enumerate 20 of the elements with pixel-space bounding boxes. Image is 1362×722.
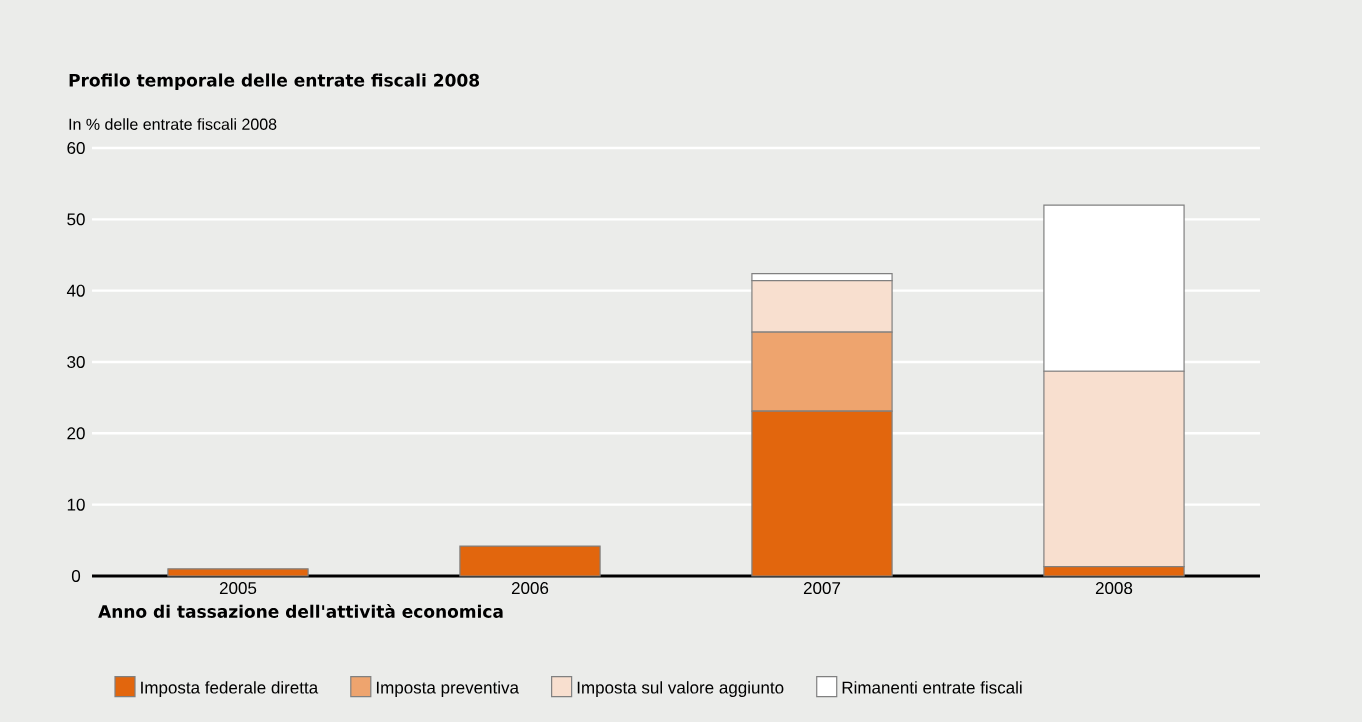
bar: [459, 545, 601, 577]
x-tick-label: 2005: [219, 582, 257, 595]
x-tick-label: 2006: [511, 582, 549, 595]
bar: [167, 568, 309, 577]
y-axis-title: In % delle entrate fiscali 2008: [69, 118, 277, 130]
x-tick-label: 2008: [1095, 582, 1133, 595]
legend-label: Rimanenti entrate fiscali: [842, 681, 1022, 694]
chart-title: Profilo temporale delle entrate fiscali 2008: [69, 73, 480, 90]
x-axis-title: Anno di tassazione dell'attività economica: [98, 604, 503, 618]
legend-label: Imposta preventiva: [376, 681, 519, 697]
x-tick-label: 2007: [803, 582, 841, 595]
y-tick-label: 20: [67, 427, 85, 440]
y-tick-label: 50: [67, 213, 85, 226]
y-tick-label: 0: [71, 569, 81, 582]
y-tick-label: 30: [67, 355, 85, 368]
y-tick-label: 10: [67, 498, 85, 511]
y-tick-label: 40: [66, 284, 85, 297]
legend-label: Imposta sul valore aggiunto: [577, 681, 784, 697]
y-tick-label: 60: [67, 142, 85, 155]
legend-label: Imposta federale diretta: [141, 681, 319, 697]
